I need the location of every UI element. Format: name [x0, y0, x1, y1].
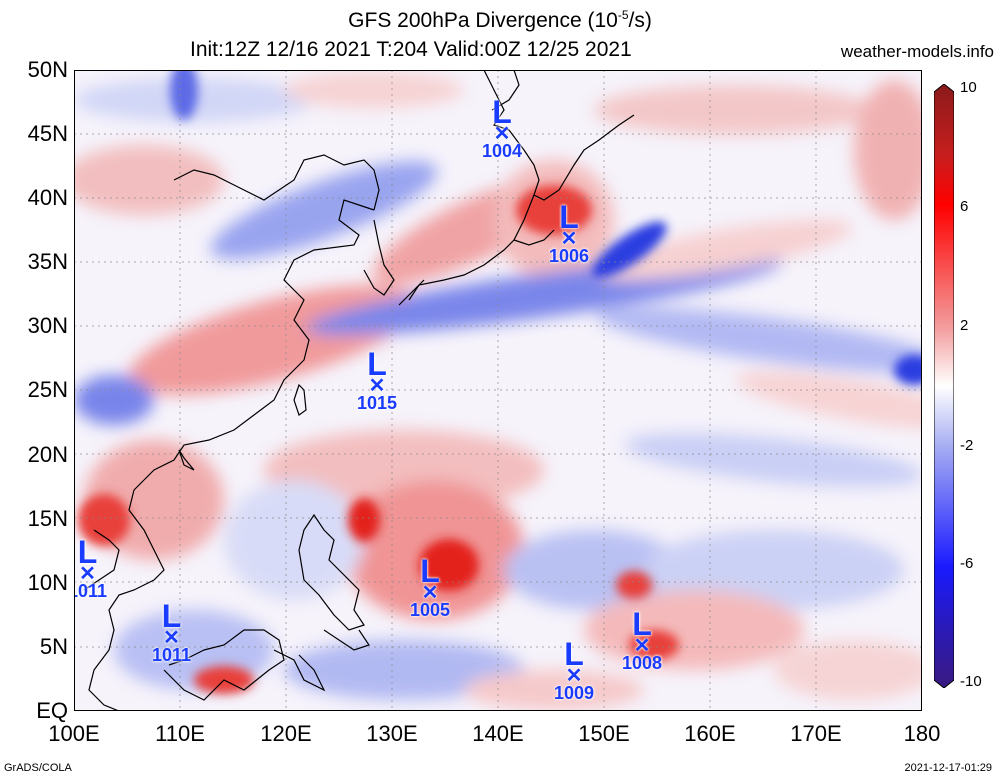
- lat-label: 30N: [27, 313, 68, 338]
- footer-left: GrADS/COLA: [4, 762, 72, 774]
- lon-label: 120E: [260, 721, 312, 746]
- lon-label: 100E: [48, 721, 100, 746]
- lon-label: 180: [903, 721, 941, 746]
- map-subtitle: Init:12Z 12/16 2021 T:204 Valid:00Z 12/2…: [190, 38, 632, 61]
- divergence-field: [74, 70, 922, 711]
- lon-label: 110E: [155, 721, 205, 746]
- lat-label: 50N: [27, 57, 68, 82]
- colorbar-label: 10: [960, 79, 977, 96]
- site-credit: weather-models.info: [840, 42, 994, 61]
- colorbar-label: 2: [960, 317, 969, 334]
- colorbar-label: 6: [960, 198, 969, 215]
- lat-label: 40N: [27, 185, 68, 210]
- map-frame: [74, 70, 922, 711]
- low-pressure-marker: L ✕ 1004: [482, 94, 523, 161]
- lon-label: 170E: [790, 721, 842, 746]
- lat-label: 45N: [27, 121, 68, 146]
- lon-label: 130E: [366, 721, 418, 746]
- colorbar-label: -10: [960, 673, 982, 690]
- lat-label: 35N: [27, 249, 68, 274]
- lon-label: 150E: [578, 721, 630, 746]
- lat-label: 20N: [27, 442, 68, 467]
- low-pressure-marker: L✕1011: [152, 598, 192, 665]
- low-pressure-marker: L ✕ 1008: [622, 606, 663, 673]
- map-title: GFS 200hPa Divergence (10-5/s): [348, 8, 652, 32]
- low-pressure-marker: L ✕ 1015: [357, 346, 398, 413]
- colorbar: [934, 84, 954, 688]
- lat-label: EQ: [36, 698, 68, 723]
- footer-right: 2021-12-17-01:29: [904, 762, 992, 774]
- divergence-map: L✕1004 L✕1006 L✕1015 L✕1011 L✕1011 L✕100…: [74, 70, 922, 711]
- low-pressure-marker: L ✕ 1009: [554, 636, 595, 703]
- colorbar-label: -2: [960, 437, 974, 454]
- low-pressure-marker: L ✕ 1006: [549, 199, 590, 266]
- lat-label: 15N: [27, 506, 68, 531]
- graticule: [74, 70, 922, 711]
- low-pressure-marker: L✕1011: [74, 534, 108, 601]
- coastlines: [83, 70, 635, 711]
- lon-label: 140E: [472, 721, 524, 746]
- low-pressure-marker: L ✕ 1005: [410, 553, 451, 620]
- colorbar-label: -6: [960, 555, 974, 572]
- lon-label: 160E: [684, 721, 736, 746]
- lat-label: 10N: [27, 570, 68, 595]
- lat-label: 25N: [27, 377, 68, 402]
- lat-label: 5N: [39, 634, 68, 659]
